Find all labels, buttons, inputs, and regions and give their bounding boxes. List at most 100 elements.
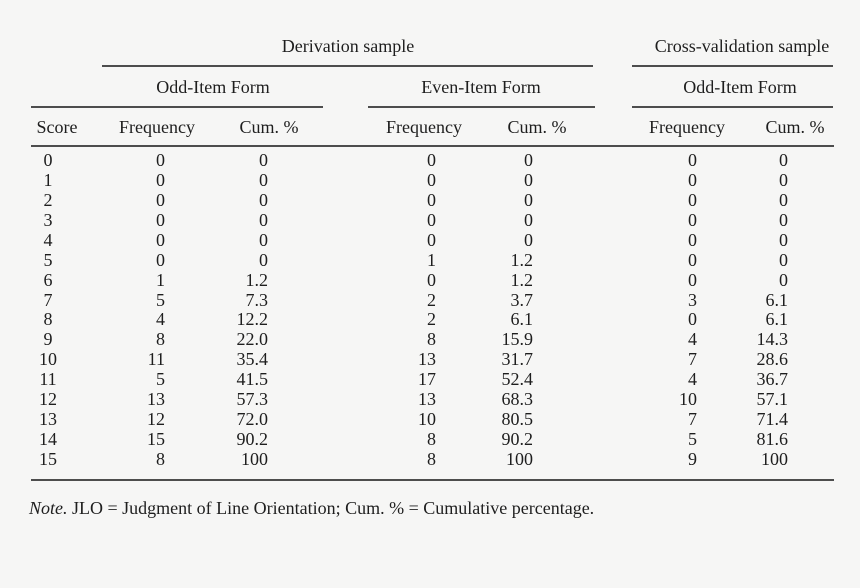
value-cell: 5 [156, 289, 165, 310]
value-cell: 57.1 [756, 389, 789, 410]
value-cell: 13 [418, 349, 436, 370]
value-cell: 14.3 [756, 329, 789, 350]
value-cell: 0 [779, 209, 788, 230]
value-cell: 13 [147, 389, 165, 410]
value-cell: 0 [259, 229, 268, 250]
value-cell: 41.5 [236, 369, 269, 390]
value-cell: 0 [156, 229, 165, 250]
value-cell: 9 [688, 448, 697, 469]
value-cell: 3 [688, 289, 697, 310]
value-cell: 4 [156, 309, 165, 330]
value-cell: 0 [524, 209, 533, 230]
value-cell: 36.7 [756, 369, 789, 390]
score-cell: 15 [39, 448, 57, 469]
value-cell: 90.2 [501, 429, 534, 450]
value-cell: 0 [259, 169, 268, 190]
value-cell: 0 [688, 309, 697, 330]
value-cell: 0 [427, 209, 436, 230]
column-header-frequency-even-derivation: Frequency [386, 117, 462, 137]
rule-under-odd-item-derivation [31, 106, 323, 108]
value-cell: 0 [779, 269, 788, 290]
value-cell: 10 [679, 389, 697, 410]
rule-header-bottom [31, 145, 834, 147]
score-cell: 3 [43, 209, 53, 230]
value-cell: 0 [779, 150, 788, 170]
value-cell: 0 [156, 189, 165, 210]
form-header-odd-item-derivation: Odd-Item Form [156, 77, 270, 97]
value-cell: 8 [156, 329, 165, 350]
value-cell: 0 [688, 169, 697, 190]
value-cell: 5 [156, 369, 165, 390]
score-cell: 11 [39, 369, 57, 390]
value-cell: 0 [259, 209, 268, 230]
column-header-frequency-odd-derivation: Frequency [119, 117, 195, 137]
value-cell: 4 [688, 369, 697, 390]
value-cell: 100 [241, 448, 268, 469]
value-cell: 15 [147, 429, 165, 450]
value-cell: 8 [427, 329, 436, 350]
value-cell: 1.2 [510, 249, 534, 270]
value-cell: 0 [524, 229, 533, 250]
value-cell: 71.4 [756, 409, 789, 430]
score-cell: 0 [43, 150, 53, 170]
value-cell: 6.1 [510, 309, 534, 330]
score-cell: 1 [43, 169, 53, 190]
column-header-cum-pct-odd-crossval: Cum. % [765, 117, 825, 137]
rule-under-odd-item-crossval [632, 106, 833, 108]
value-cell: 68.3 [501, 389, 534, 410]
value-cell: 35.4 [236, 349, 269, 370]
score-cell: 8 [43, 309, 53, 330]
score-cell: 13 [39, 409, 57, 430]
value-cell: 22.0 [236, 329, 269, 350]
value-cell: 12 [147, 409, 165, 430]
column-header-frequency-odd-crossval: Frequency [649, 117, 725, 137]
value-cell: 0 [156, 169, 165, 190]
value-cell: 2 [427, 289, 436, 310]
score-cell: 12 [39, 389, 57, 410]
value-cell: 8 [427, 448, 436, 469]
value-cell: 3.7 [510, 289, 534, 310]
value-cell: 0 [427, 150, 436, 170]
value-cell: 0 [779, 189, 788, 210]
value-cell: 17 [418, 369, 436, 390]
value-cell: 7.3 [245, 289, 269, 310]
score-cell: 2 [43, 189, 53, 210]
value-cell: 72.0 [236, 409, 269, 430]
value-cell: 90.2 [236, 429, 269, 450]
value-cell: 0 [259, 249, 268, 270]
value-cell: 1.2 [510, 269, 534, 290]
value-cell: 0 [688, 249, 697, 270]
rule-under-derivation-sample [102, 65, 593, 67]
value-cell: 0 [524, 189, 533, 210]
value-cell: 0 [779, 229, 788, 250]
value-cell: 0 [156, 209, 165, 230]
value-cell: 0 [688, 229, 697, 250]
value-cell: 0 [688, 269, 697, 290]
group-header-cross-validation-sample: Cross-validation sample [654, 36, 830, 56]
value-cell: 0 [427, 189, 436, 210]
score-cell: 10 [39, 349, 57, 370]
value-cell: 0 [524, 150, 533, 170]
value-cell: 31.7 [501, 349, 534, 370]
form-header-even-item-derivation: Even-Item Form [421, 77, 541, 97]
form-header-odd-item-crossval: Odd-Item Form [683, 77, 797, 97]
value-cell: 7 [688, 349, 697, 370]
column-header-cum-pct-even-derivation: Cum. % [507, 117, 567, 137]
value-cell: 52.4 [501, 369, 534, 390]
value-cell: 0 [427, 229, 436, 250]
value-cell: 13 [418, 389, 436, 410]
rule-under-cross-validation-sample [632, 65, 833, 67]
score-cell: 7 [43, 289, 53, 310]
score-cell: 4 [43, 229, 53, 250]
column-header-score: Score [36, 117, 78, 137]
value-cell: 0 [156, 150, 165, 170]
rule-under-even-item-derivation [368, 106, 595, 108]
column-header-cum-pct-odd-derivation: Cum. % [239, 117, 299, 137]
value-cell: 11 [147, 349, 165, 370]
score-cell: 5 [43, 249, 53, 270]
value-cell: 4 [688, 329, 697, 350]
value-cell: 0 [156, 249, 165, 270]
rule-table-bottom [31, 479, 834, 481]
value-cell: 15.9 [501, 329, 534, 350]
value-cell: 0 [779, 169, 788, 190]
